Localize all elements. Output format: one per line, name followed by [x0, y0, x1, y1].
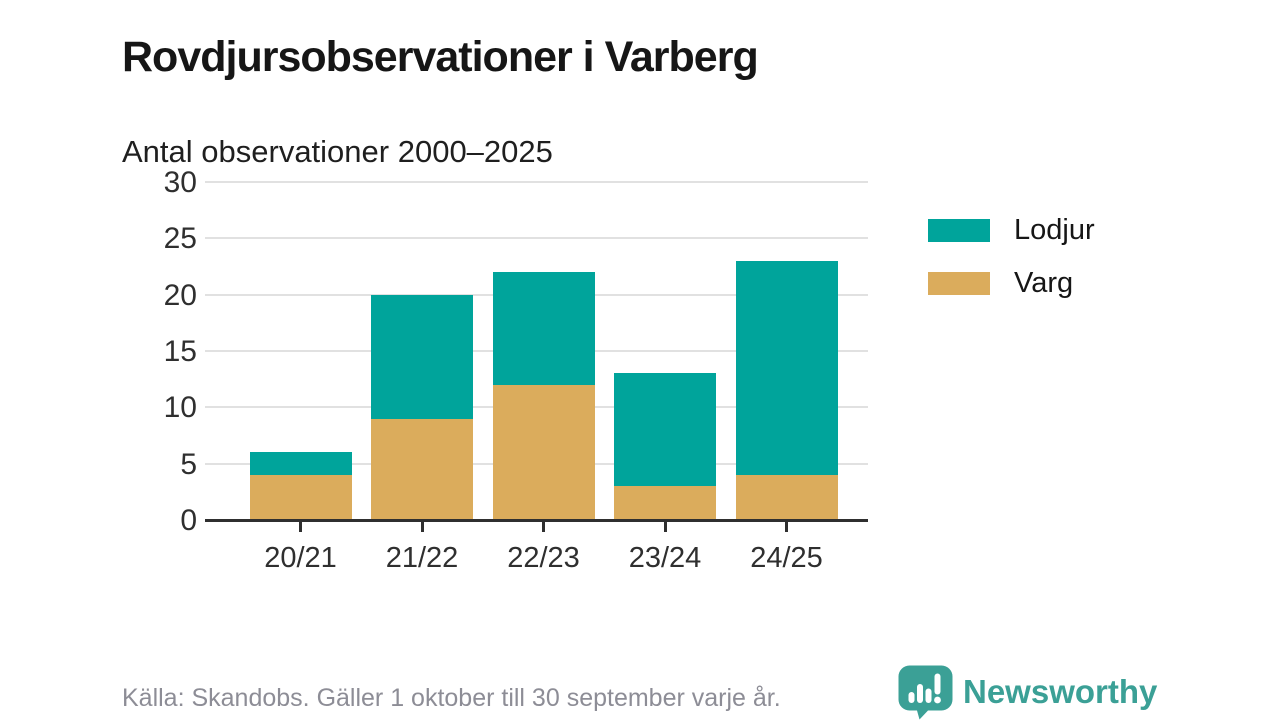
- bar-segment-lodjur: [614, 373, 716, 487]
- x-axis-tick: [420, 521, 424, 532]
- brand-name: Newsworthy: [963, 673, 1158, 710]
- gridline: [205, 180, 868, 183]
- bar-segment-varg: [371, 418, 473, 520]
- bar-segment-varg: [492, 384, 595, 520]
- x-axis-tick-label: 21/22: [385, 542, 459, 574]
- page-title: Rovdjursobservationer i Varberg: [122, 32, 759, 81]
- y-axis-tick-label: 15: [163, 334, 197, 368]
- bar-segment-lodjur: [249, 452, 352, 475]
- bar-segment-lodjur: [371, 294, 473, 419]
- legend-item-lodjur: Lodjur: [928, 216, 1095, 245]
- y-axis-tick-label: 10: [163, 391, 197, 425]
- legend-label: Lodjur: [1014, 214, 1095, 246]
- y-axis-tick-label: 25: [163, 222, 197, 256]
- legend-item-varg: Varg: [928, 269, 1095, 298]
- x-axis-tick-label: 20/21: [264, 542, 337, 574]
- x-axis-tick-label: 23/24: [628, 542, 702, 574]
- newsworthy-logo-icon: [897, 664, 954, 720]
- y-axis-tick-label: 0: [180, 504, 197, 537]
- x-axis-line: [205, 519, 868, 522]
- legend-swatch: [928, 219, 990, 242]
- brand-lockup: Newsworthy: [897, 664, 1157, 720]
- x-axis-tick-label: 24/25: [750, 542, 823, 574]
- y-axis-tick-label: 30: [163, 165, 197, 199]
- bar-segment-lodjur: [492, 272, 595, 385]
- x-axis-tick-label: 22/23: [507, 542, 580, 574]
- bar-segment-varg: [735, 474, 838, 520]
- x-axis-tick: [663, 521, 667, 532]
- bar-segment-lodjur: [735, 260, 838, 475]
- y-axis-tick-label: 20: [163, 278, 197, 312]
- source-note: Källa: Skandobs. Gäller 1 oktober till 3…: [122, 684, 781, 712]
- bar-segment-varg: [249, 474, 352, 520]
- y-axis-tick-label: 5: [180, 447, 197, 481]
- x-axis-tick: [299, 521, 302, 532]
- gridline: [205, 237, 868, 240]
- x-axis-tick: [542, 521, 545, 532]
- chart-subtitle: Antal observationer 2000–2025: [122, 133, 553, 169]
- legend-label: Varg: [1014, 267, 1074, 299]
- legend-swatch: [928, 272, 990, 295]
- chart-legend: Lodjur Varg: [928, 216, 1095, 298]
- x-axis-tick: [785, 521, 788, 532]
- bar-segment-varg: [614, 486, 716, 520]
